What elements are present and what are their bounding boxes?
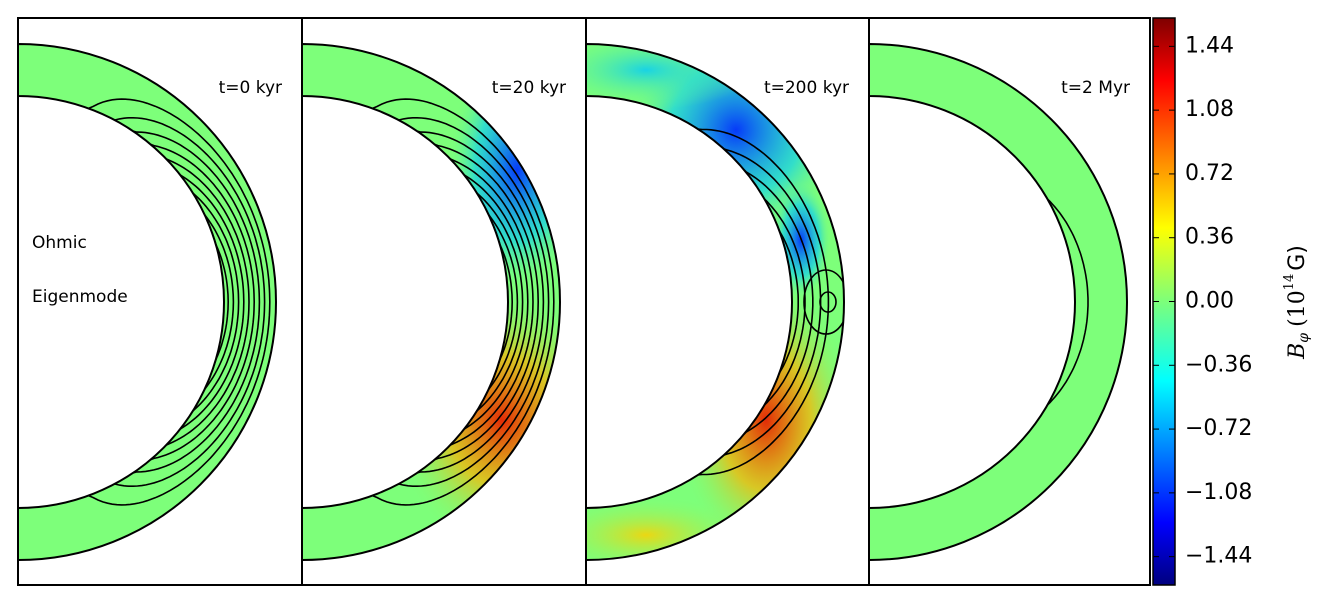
colorbar-tick-label: 0.00 bbox=[1185, 289, 1234, 314]
shell bbox=[869, 44, 1127, 560]
panel-label: t=200 kyr bbox=[764, 78, 849, 98]
panel-label: t=20 kyr bbox=[492, 78, 566, 98]
field-line bbox=[1043, 192, 1089, 412]
blob bbox=[586, 495, 756, 560]
field-line bbox=[494, 231, 514, 373]
field-line bbox=[434, 143, 540, 461]
shell-outline bbox=[17, 42, 277, 562]
colorbar-tick-label: 1.08 bbox=[1185, 97, 1234, 122]
label-part: B bbox=[1285, 343, 1310, 360]
colorbar-tick-label: −1.44 bbox=[1185, 544, 1252, 569]
colorbar-tick-label: −0.72 bbox=[1185, 416, 1252, 441]
panel-frame bbox=[868, 17, 1151, 586]
blob bbox=[392, 290, 560, 550]
field-lines bbox=[372, 98, 555, 506]
field-color bbox=[586, 44, 844, 560]
panel-label: t=0 kyr bbox=[219, 78, 282, 98]
field-loop bbox=[803, 269, 844, 335]
field-line bbox=[484, 208, 519, 396]
field-lines bbox=[698, 128, 844, 476]
field-line bbox=[200, 208, 235, 396]
colorbar-tick-label: 0.72 bbox=[1185, 161, 1234, 186]
field-line bbox=[472, 186, 524, 418]
field-loop bbox=[819, 291, 837, 313]
panel-label: t=2 Myr bbox=[1061, 78, 1130, 98]
field-line bbox=[177, 171, 245, 433]
colorbar-tick-label: 0.36 bbox=[1185, 225, 1234, 250]
field-line bbox=[743, 169, 814, 435]
annotation: Eigenmode bbox=[32, 287, 128, 307]
field-line bbox=[461, 171, 529, 433]
label-part: φ bbox=[1296, 333, 1312, 343]
field-line bbox=[417, 130, 545, 474]
field-line bbox=[163, 155, 250, 449]
field-line bbox=[188, 186, 240, 418]
field-line bbox=[150, 143, 256, 461]
field-line bbox=[760, 192, 806, 412]
shell-outline bbox=[301, 42, 561, 562]
shell-outline bbox=[868, 42, 1128, 562]
label-part: G) bbox=[1285, 245, 1310, 271]
field-line bbox=[774, 221, 799, 383]
panels: t=0 kyr t=20 kyr t=200 kyr t=2 Myr bbox=[17, 17, 1151, 586]
field-lines bbox=[1043, 192, 1089, 412]
colorbar-label: Bφ (1014 G) bbox=[1282, 245, 1313, 360]
field-line bbox=[398, 117, 550, 487]
label-part: (10 bbox=[1285, 290, 1310, 327]
colorbar-tick-label: −0.36 bbox=[1185, 352, 1252, 377]
field-line bbox=[447, 155, 534, 449]
shell-outline bbox=[585, 42, 845, 562]
blob bbox=[586, 44, 756, 110]
label-part: 14 bbox=[1282, 274, 1297, 291]
field-line bbox=[210, 231, 230, 373]
shell bbox=[18, 44, 276, 560]
colorbar-tick-label: 1.44 bbox=[1185, 33, 1234, 58]
field-line bbox=[114, 117, 266, 487]
field-lines bbox=[88, 98, 271, 506]
field-line bbox=[133, 130, 261, 474]
colorbar-tick-label: −1.08 bbox=[1185, 480, 1252, 505]
field-line bbox=[372, 98, 555, 506]
field-line bbox=[88, 98, 271, 506]
annotation: Ohmic bbox=[32, 233, 87, 253]
field-line bbox=[698, 128, 830, 476]
